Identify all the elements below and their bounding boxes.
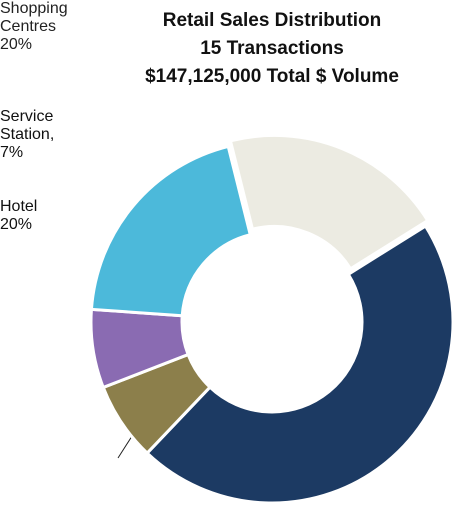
category-label: General Retail <box>0 54 57 89</box>
value-label: 20% <box>0 36 33 53</box>
slice-label: Car Wash 7% <box>0 162 100 198</box>
chart-title: Retail Sales Distribution <box>163 10 382 31</box>
chart-subtitle: $147,125,000 Total $ Volume <box>145 66 399 87</box>
value-label: 46% <box>0 90 33 107</box>
slice-label: Shopping Centres 20% <box>0 0 110 54</box>
slice-label: Service Station, 7% <box>0 108 110 162</box>
value-label: 7% <box>0 180 24 197</box>
donut-slice <box>228 133 430 271</box>
value-label: 7% <box>0 144 24 161</box>
donut-slice <box>145 224 455 505</box>
category-label: Shopping Centres <box>0 0 68 35</box>
slice-label: General Retail 46% <box>0 54 90 108</box>
slice-label: Hotel 20% <box>0 198 80 234</box>
category-label: Hotel <box>0 198 38 215</box>
category-label: Car Wash <box>0 162 71 179</box>
value-label: 20% <box>0 216 33 233</box>
donut-slice <box>89 144 253 318</box>
category-label: Service Station, <box>0 108 55 143</box>
chart-subtitle: 15 Transactions <box>200 38 344 59</box>
